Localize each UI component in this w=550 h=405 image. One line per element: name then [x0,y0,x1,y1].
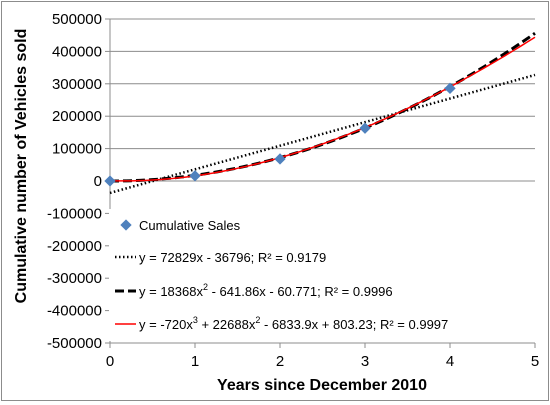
legend-label-cumulative-sales: Cumulative Sales [139,218,241,233]
y-tick-label: -500000 [47,335,102,352]
trend-lines [109,32,536,195]
data-point [104,175,116,187]
x-tick-label: 1 [191,353,199,370]
data-point [189,170,201,182]
y-tick-label: 0 [94,173,102,190]
legend: Cumulative Sales y = 72829x - 36796; R² … [109,209,535,341]
y-tick-label: -400000 [47,303,102,320]
y-tick-label: 500000 [52,11,102,28]
trend-line-cubic [109,36,536,182]
y-tick-label: 400000 [52,43,102,60]
trend-line-linear [109,73,536,195]
chart-svg: 500000 400000 300000 200000 100000 0 -100000 -2… [13,11,539,394]
x-tick-label: 5 [531,353,539,370]
data-points [104,82,456,187]
x-tick-labels: 0 1 2 3 4 5 [106,353,539,370]
x-tick-label: 0 [106,353,114,370]
x-tick-label: 3 [361,353,369,370]
y-tick-labels: 500000 400000 300000 200000 100000 0 -100000 -2… [47,11,102,352]
trend-line-quadratic [110,32,536,183]
y-tick-label: -200000 [47,238,102,255]
y-tick-label: -300000 [47,270,102,287]
legend-label-cubic: y = -720x3 + 22688x2 - 6833.9x + 803.23;… [139,315,448,332]
x-axis-label: Years since December 2010 [217,377,427,394]
y-tick-label: -100000 [47,205,102,222]
legend-background [109,209,535,341]
x-tick-label: 4 [446,353,454,370]
legend-label-linear: y = 72829x - 36796; R² = 0.9179 [139,250,326,265]
y-axis-label: Cumulative number of Vehicles sold [13,29,30,304]
legend-label-quadratic: y = 18368x2 - 641.86x - 60.771; R² = 0.9… [139,282,393,299]
y-tick-label: 300000 [52,76,102,93]
y-tick-label: 200000 [52,108,102,125]
x-tick-label: 2 [276,353,284,370]
y-tick-label: 100000 [52,141,102,158]
